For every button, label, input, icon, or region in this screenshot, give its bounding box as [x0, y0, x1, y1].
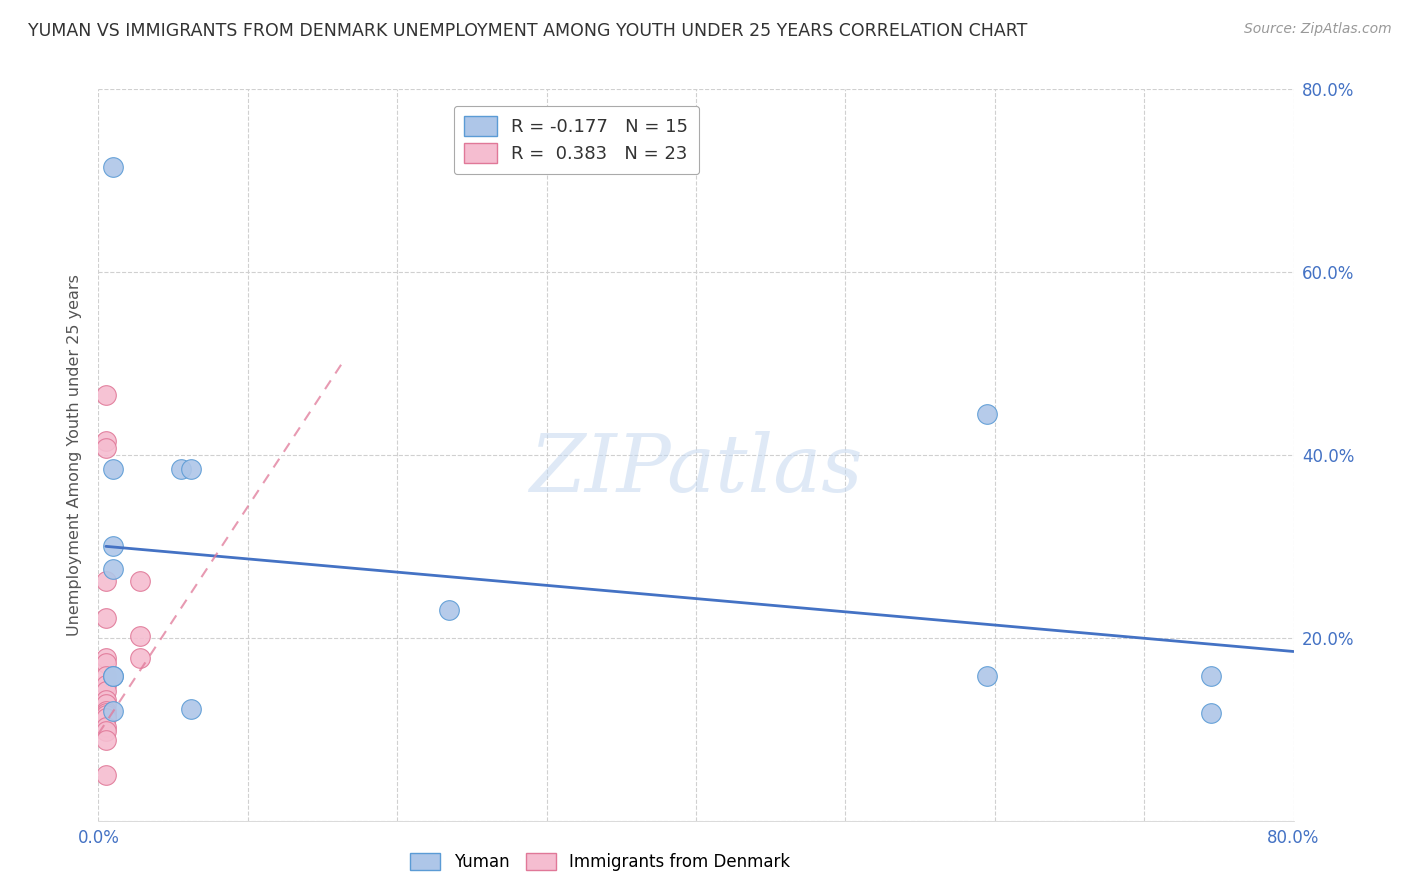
Point	[180, 702, 202, 716]
Point	[94, 724, 117, 739]
Point	[94, 711, 117, 725]
Point	[94, 704, 117, 718]
Point	[94, 693, 117, 707]
Point	[94, 678, 117, 692]
Point	[129, 651, 152, 665]
Y-axis label: Unemployment Among Youth under 25 years: Unemployment Among Youth under 25 years	[67, 274, 83, 636]
Point	[94, 388, 117, 402]
Point	[180, 461, 202, 475]
Point	[129, 629, 152, 643]
Point	[94, 657, 117, 671]
Point	[94, 669, 117, 683]
Point	[1201, 669, 1223, 683]
Point	[94, 683, 117, 698]
Point	[94, 720, 117, 734]
Text: YUMAN VS IMMIGRANTS FROM DENMARK UNEMPLOYMENT AMONG YOUTH UNDER 25 YEARS CORRELA: YUMAN VS IMMIGRANTS FROM DENMARK UNEMPLO…	[28, 22, 1028, 40]
Point	[94, 434, 117, 449]
Point	[103, 704, 125, 718]
Point	[169, 461, 191, 475]
Point	[439, 603, 461, 617]
Legend: Yuman, Immigrants from Denmark: Yuman, Immigrants from Denmark	[404, 847, 797, 878]
Point	[976, 407, 998, 421]
Point	[103, 669, 125, 683]
Point	[103, 669, 125, 683]
Point	[103, 539, 125, 553]
Point	[976, 669, 998, 683]
Point	[1201, 706, 1223, 720]
Point	[94, 574, 117, 588]
Point	[103, 562, 125, 576]
Point	[94, 768, 117, 782]
Point	[94, 733, 117, 747]
Point	[94, 651, 117, 665]
Point	[94, 610, 117, 624]
Point	[103, 160, 125, 174]
Point	[94, 706, 117, 720]
Point	[94, 697, 117, 711]
Point	[103, 461, 125, 475]
Point	[129, 574, 152, 588]
Text: Source: ZipAtlas.com: Source: ZipAtlas.com	[1244, 22, 1392, 37]
Text: ZIPatlas: ZIPatlas	[529, 431, 863, 508]
Point	[94, 708, 117, 723]
Point	[94, 441, 117, 455]
